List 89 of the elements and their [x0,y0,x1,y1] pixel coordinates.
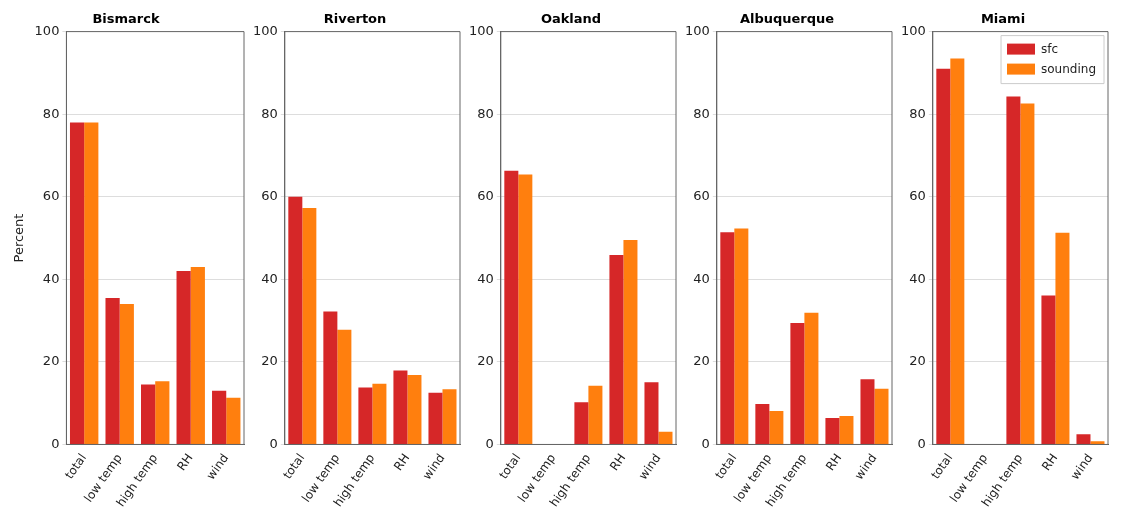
x-tick-label: RH [391,451,413,474]
y-tick-label: 80 [909,105,926,121]
y-tick-label: 100 [684,22,710,38]
x-tick-label: RH [823,451,845,474]
bar [790,323,805,444]
bar [825,418,840,444]
bar [302,207,317,444]
y-tick-label: 40 [477,270,494,286]
y-tick-label: 80 [42,105,60,121]
bar [442,389,457,444]
bar [755,404,770,444]
bar [936,68,951,444]
bar [226,397,241,444]
y-tick-label: 100 [900,22,926,38]
y-tick-label: 20 [42,353,60,369]
chart-title: Bismarck [92,11,160,27]
bar [874,388,889,444]
bar [119,304,134,444]
bar [804,312,819,444]
bar [337,329,352,444]
chart-title: Riverton [323,11,387,27]
bar [658,431,673,444]
y-tick-label: 20 [693,353,710,369]
bar [428,392,443,444]
y-tick-label: 60 [693,188,710,204]
bar [1020,103,1035,444]
y-tick-label: 60 [477,188,494,204]
legend-label: sounding [1041,61,1097,76]
bar [288,196,303,444]
bar [358,387,373,444]
x-tick-label: RH [607,451,629,474]
y-tick-label: 40 [693,270,710,286]
y-tick-label: 20 [477,353,494,369]
y-tick-label: 40 [909,270,926,286]
bar [720,232,735,444]
x-tick-label: RH [1039,451,1061,474]
bar [769,411,784,444]
chart-title: Oakland [540,11,602,27]
bar [588,385,603,444]
y-tick-label: 0 [51,435,60,451]
bar [1041,295,1056,444]
bar [644,382,659,444]
bar [950,58,965,444]
bar [518,174,533,444]
bar [141,384,156,444]
bar [190,266,205,444]
chart-title: Albuquerque [739,11,835,27]
bar [734,228,749,444]
bar [609,254,624,444]
legend-label: sfc [1041,41,1059,56]
bar [105,297,120,444]
y-tick-label: 100 [468,22,494,38]
y-tick-label: 80 [693,105,710,121]
y-tick-label: 60 [42,188,60,204]
y-tick-label: 40 [261,270,278,286]
chart-title: Miami [980,11,1026,27]
y-tick-label: 0 [485,435,494,451]
y-tick-label: 80 [477,105,494,121]
bar [1090,441,1105,444]
bar [155,381,170,444]
x-tick-label: RH [174,451,196,474]
bar [860,379,875,444]
y-tick-label: 80 [261,105,278,121]
y-tick-label: 0 [269,435,278,451]
bar [176,271,191,444]
y-tick-label: 100 [252,22,278,38]
bar [69,122,85,444]
bar [84,122,99,444]
bar [1076,434,1091,444]
bar [372,383,387,444]
bar [504,170,519,444]
y-tick-label: 20 [909,353,926,369]
bar [839,415,854,444]
bar [623,240,638,444]
y-tick-label: 60 [261,188,278,204]
bar [1055,232,1070,444]
y-tick-label: 20 [261,353,278,369]
y-tick-label: 40 [42,270,60,286]
y-tick-label: 0 [917,435,926,451]
bar [212,390,227,444]
bar [323,311,338,444]
bar [1006,96,1021,444]
bar [393,370,408,444]
bar [407,375,422,444]
y-tick-label: 60 [909,188,926,204]
y-tick-label: 0 [701,435,710,451]
y-axis-title: Percent [11,213,27,263]
bar [574,402,589,444]
y-tick-label: 100 [34,22,60,38]
